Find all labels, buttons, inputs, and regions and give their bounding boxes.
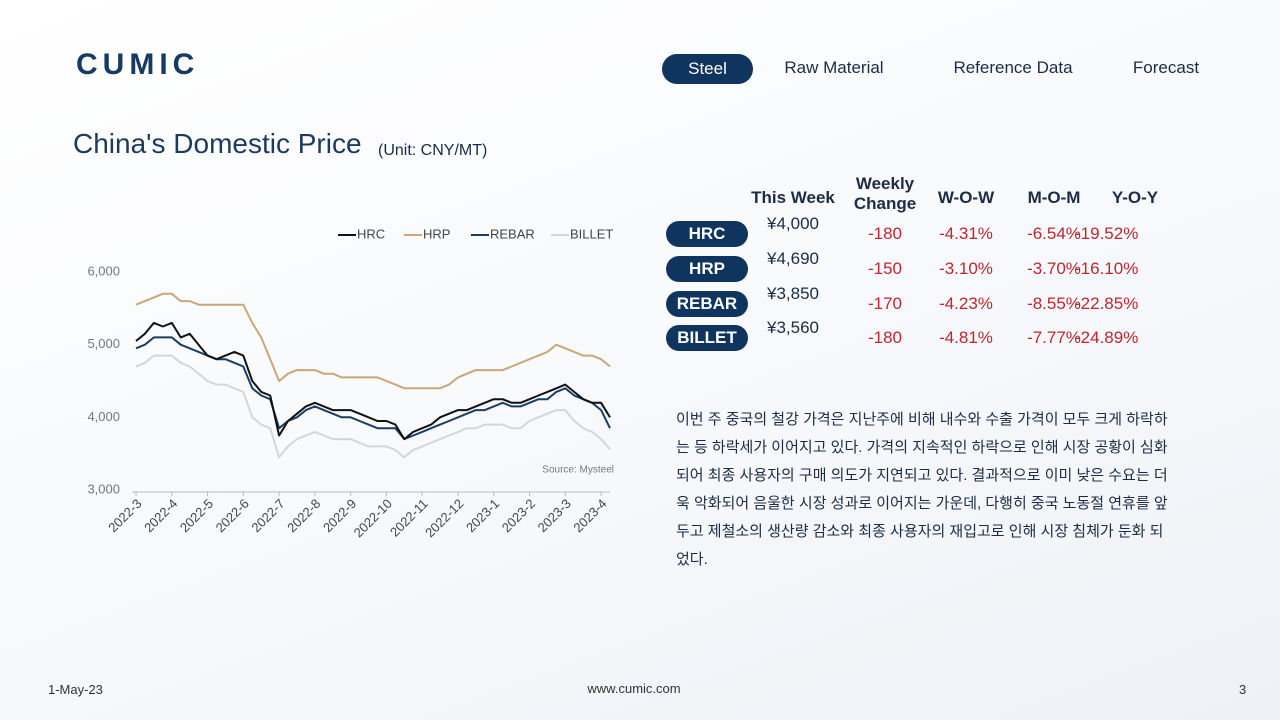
nav-item-active[interactable]: Steel [662, 54, 753, 84]
nav-item[interactable]: Raw Material [784, 58, 884, 77]
x-tick-label: 2022-6 [213, 496, 252, 535]
x-tick-label: 2022-7 [248, 496, 287, 535]
series-line [135, 321, 611, 441]
footer-date: 1-May-23 [48, 682, 103, 697]
row-badge: BILLET [666, 325, 748, 351]
table-header: M-O-M [1027, 188, 1081, 207]
x-tick-label: 2022-3 [105, 496, 144, 535]
x-tick-label: 2023-4 [570, 496, 609, 535]
change-cell: -8.55% [1027, 294, 1081, 313]
change-cell: -170 [867, 294, 903, 313]
table-header: Y-O-Y [1111, 188, 1159, 207]
change-cell: -4.81% [939, 328, 993, 347]
table-header: This Week [751, 188, 835, 207]
x-tick-label: 2022-12 [422, 496, 466, 540]
change-cell: -150 [867, 259, 903, 278]
y-tick-label: 6,000 [87, 263, 120, 278]
x-tick-label: 2023-1 [463, 496, 502, 535]
x-tick-label: 2023-2 [499, 496, 538, 535]
x-tick-label: 2022-10 [351, 496, 395, 540]
nav-item[interactable]: Forecast [1132, 58, 1200, 77]
paragraph: 이번 주 중국의 철강 가격은 지난주에 비해 내수와 수출 가격이 모두 크게… [676, 411, 1168, 568]
change-cell: -22.85% [1075, 294, 1139, 313]
y-tick-label: 5,000 [87, 336, 120, 351]
table-header: Weekly Change [853, 174, 917, 213]
change-cell: -24.89% [1075, 328, 1139, 347]
unit: (Unit: CNY/MT) [378, 142, 488, 159]
change-cell: -3.10% [939, 259, 993, 278]
x-tick-label: 2022-8 [284, 496, 323, 535]
y-tick-label: 4,000 [87, 409, 120, 424]
legend-label: REBAR [490, 226, 535, 241]
page-number: 3 [1239, 682, 1247, 697]
legend-label: HRP [423, 226, 450, 241]
logo: CUMIC [76, 48, 200, 81]
change-cell: -180 [867, 328, 903, 347]
change-cell: -19.52% [1075, 224, 1139, 243]
change-cell: -7.77% [1027, 328, 1081, 347]
legend-label: HRC [357, 226, 385, 241]
source: Source: Mysteel [542, 465, 614, 476]
change-cell: -4.23% [939, 294, 993, 313]
table-header: W-O-W [937, 188, 995, 207]
this-week: ¥3,850 [767, 284, 819, 303]
row-badge: HRC [666, 221, 748, 247]
legend-label: BILLET [570, 226, 613, 241]
chart: 3,0004,0005,0006,0002022-32022-42022-520… [87, 226, 614, 540]
change-cell: -3.70% [1027, 259, 1081, 278]
series-line [135, 336, 611, 441]
x-tick-label: 2022-4 [141, 496, 180, 535]
y-tick-label: 3,000 [87, 481, 120, 496]
change-cell: -180 [867, 224, 903, 243]
row-badge: REBAR [666, 291, 748, 317]
nav-item[interactable]: Reference Data [953, 58, 1073, 77]
change-cell: -16.10% [1075, 259, 1139, 278]
this-week: ¥4,000 [767, 214, 819, 233]
series-line [135, 292, 611, 390]
row-badge: HRP [666, 256, 748, 282]
page-title: China's Domestic Price [73, 128, 362, 159]
this-week: ¥3,560 [767, 318, 819, 337]
change-cell: -4.31% [939, 224, 993, 243]
x-tick-label: 2022-5 [177, 496, 216, 535]
series-line [135, 354, 611, 459]
x-tick-label: 2023-3 [535, 496, 574, 535]
change-cell: -6.54% [1027, 224, 1081, 243]
footer-site: www.cumic.com [587, 681, 681, 696]
this-week: ¥4,690 [767, 249, 819, 268]
